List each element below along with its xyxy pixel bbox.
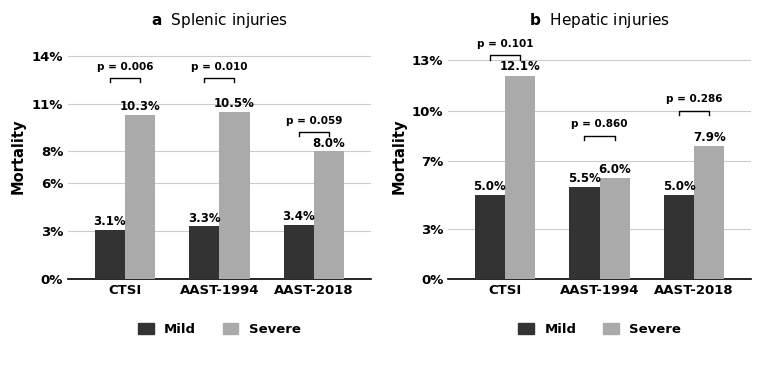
Legend: Mild, Severe: Mild, Severe bbox=[133, 317, 306, 341]
Y-axis label: Mortality: Mortality bbox=[392, 118, 406, 194]
Bar bbox=[664, 195, 694, 279]
Bar bbox=[219, 112, 250, 279]
Bar bbox=[94, 230, 125, 279]
Text: 5.0%: 5.0% bbox=[473, 180, 506, 193]
Bar bbox=[475, 195, 505, 279]
Bar bbox=[283, 225, 314, 279]
Legend: Mild, Severe: Mild, Severe bbox=[513, 317, 687, 341]
Bar bbox=[600, 178, 630, 279]
Bar bbox=[125, 115, 155, 279]
Text: 7.9%: 7.9% bbox=[693, 131, 725, 144]
Bar bbox=[505, 76, 536, 279]
Text: 10.3%: 10.3% bbox=[120, 100, 160, 113]
Text: 3.1%: 3.1% bbox=[93, 215, 126, 228]
Bar bbox=[314, 151, 344, 279]
Bar bbox=[694, 146, 725, 279]
Text: 3.4%: 3.4% bbox=[283, 210, 315, 223]
Bar bbox=[189, 226, 219, 279]
Text: p = 0.286: p = 0.286 bbox=[666, 94, 722, 104]
Text: p = 0.006: p = 0.006 bbox=[97, 62, 153, 72]
Title: $\bf{b}$  Hepatic injuries: $\bf{b}$ Hepatic injuries bbox=[529, 11, 670, 30]
Text: 12.1%: 12.1% bbox=[500, 60, 540, 73]
Text: 5.5%: 5.5% bbox=[568, 171, 601, 184]
Y-axis label: Mortality: Mortality bbox=[11, 118, 26, 194]
Text: p = 0.860: p = 0.860 bbox=[572, 119, 628, 129]
Text: p = 0.101: p = 0.101 bbox=[477, 39, 533, 49]
Text: p = 0.010: p = 0.010 bbox=[191, 62, 248, 72]
Title: $\bf{a}$  Splenic injuries: $\bf{a}$ Splenic injuries bbox=[151, 11, 288, 30]
Text: 6.0%: 6.0% bbox=[598, 163, 631, 176]
Text: 5.0%: 5.0% bbox=[663, 180, 696, 193]
Text: p = 0.059: p = 0.059 bbox=[286, 116, 342, 126]
Bar bbox=[569, 187, 600, 279]
Text: 10.5%: 10.5% bbox=[214, 97, 255, 110]
Text: 3.3%: 3.3% bbox=[188, 211, 220, 224]
Text: 8.0%: 8.0% bbox=[312, 137, 345, 150]
